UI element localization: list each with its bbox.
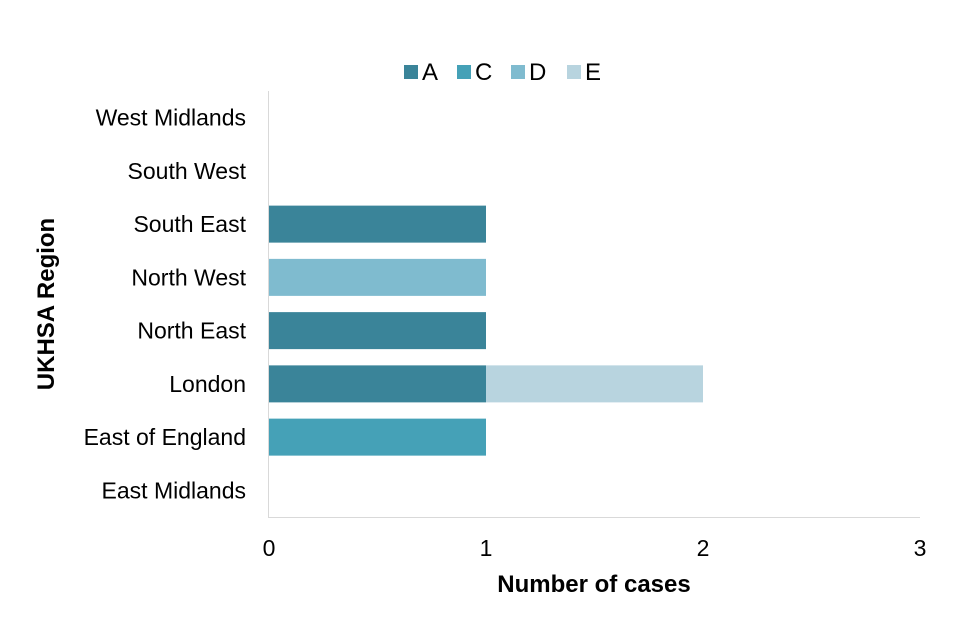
x-tick-label: 3 [914,535,927,561]
y-tick-labels: West Midlands South West South East North W… [84,105,247,504]
legend-label: A [422,59,438,86]
axes [268,91,920,518]
legend-label: D [529,59,546,86]
bar-d [269,258,486,296]
bar-a [269,312,486,350]
y-axis-title: UKHSA Region [33,218,60,390]
x-tick-label: 2 [697,535,710,561]
bar-a [269,205,486,243]
bar-c [269,418,486,456]
y-tick-label: South West [128,158,247,184]
bar-e [486,365,703,403]
y-tick-label: North East [137,318,246,344]
legend-swatch [567,65,581,79]
x-tick-label: 0 [263,535,276,561]
x-tick-labels: 0 1 2 3 [263,535,927,561]
legend-swatch [404,65,418,79]
x-tick-label: 1 [480,535,493,561]
y-tick-label: North West [131,264,246,290]
y-tick-label: South East [133,211,246,237]
legend-label: C [475,59,492,86]
y-tick-label: West Midlands [96,105,246,131]
bars [269,205,703,456]
legend-swatch [511,65,525,79]
x-axis-title: Number of cases [497,571,690,598]
y-tick-label: East of England [84,424,246,450]
y-tick-label: East Midlands [102,477,246,503]
y-tick-label: London [169,371,246,397]
legend-label: E [585,59,601,86]
legend-swatch [457,65,471,79]
bar-a [269,365,486,403]
